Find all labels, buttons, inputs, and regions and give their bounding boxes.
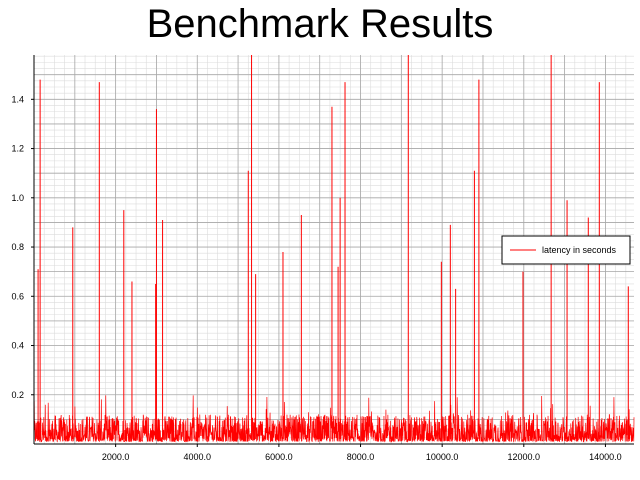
y-tick-label: 0.6 (11, 291, 24, 301)
tick-labels: 2000.0 4000.0 6000.0 8000.0 10000.0 12000.0 14… (11, 94, 621, 462)
x-tick-label: 2000.0 (102, 452, 130, 462)
y-tick-label: 0.8 (11, 242, 24, 252)
x-tick-label: 6000.0 (265, 452, 293, 462)
legend: latency in seconds (501, 235, 631, 265)
chart-title: Benchmark Results (146, 2, 494, 46)
series-baseline-line (33, 395, 635, 443)
y-tick-label: 0.2 (11, 390, 24, 400)
y-tick-label: 1.4 (11, 94, 24, 104)
x-tick-label: 4000.0 (183, 452, 211, 462)
y-tick-label: 1.2 (11, 144, 24, 154)
legend-label: latency in seconds (542, 245, 617, 255)
x-tick-label: 12000.0 (508, 452, 541, 462)
x-tick-label: 10000.0 (426, 452, 459, 462)
y-tick-label: 0.4 (11, 341, 24, 351)
axes (33, 55, 634, 445)
x-tick-label: 8000.0 (347, 452, 375, 462)
y-tick-label: 1.0 (11, 193, 24, 203)
x-tick-label: 14000.0 (589, 452, 622, 462)
